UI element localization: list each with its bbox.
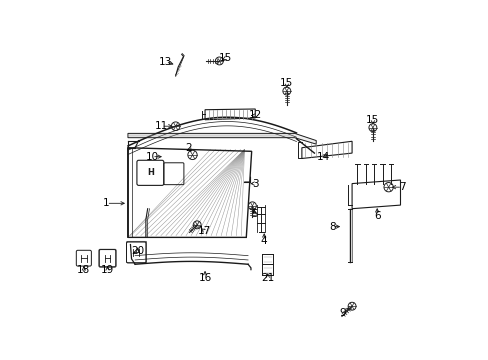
Text: 12: 12 <box>248 111 262 121</box>
Text: 11: 11 <box>154 121 167 131</box>
Text: 8: 8 <box>328 222 335 231</box>
Text: 2: 2 <box>185 143 192 153</box>
Text: 19: 19 <box>101 265 114 275</box>
Text: 16: 16 <box>198 273 211 283</box>
Text: 4: 4 <box>261 236 267 246</box>
Text: 13: 13 <box>159 57 172 67</box>
Text: 7: 7 <box>398 182 405 192</box>
Text: 3: 3 <box>251 179 258 189</box>
Text: 10: 10 <box>145 152 158 162</box>
Text: 9: 9 <box>339 308 346 318</box>
Text: 15: 15 <box>280 78 293 88</box>
Text: 5: 5 <box>251 209 257 219</box>
Text: 1: 1 <box>103 198 109 208</box>
Text: H: H <box>147 168 154 177</box>
Text: 17: 17 <box>197 226 210 236</box>
Text: 18: 18 <box>77 265 90 275</box>
Text: 15: 15 <box>219 53 232 63</box>
Text: 6: 6 <box>373 211 380 221</box>
Polygon shape <box>128 134 316 144</box>
Text: 21: 21 <box>261 273 274 283</box>
Text: 15: 15 <box>366 115 379 125</box>
Text: 14: 14 <box>316 152 329 162</box>
Text: 20: 20 <box>131 246 144 256</box>
